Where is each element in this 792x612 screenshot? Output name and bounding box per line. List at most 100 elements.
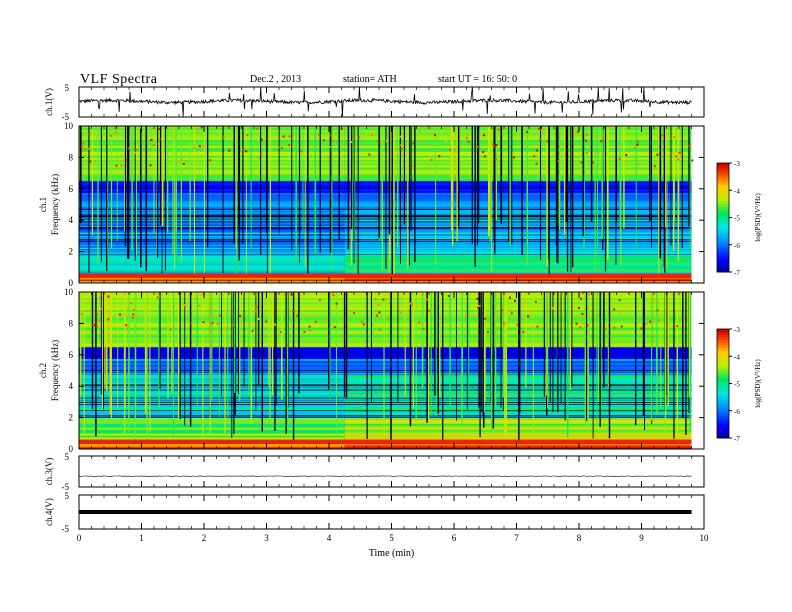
colorbar-segment <box>717 165 729 169</box>
spectrogram-speckle <box>224 327 227 330</box>
y-axis-label: ch.4(V) <box>44 498 54 526</box>
spectrogram-band <box>79 190 345 194</box>
colorbar-segment <box>717 372 729 376</box>
spectrogram-band <box>79 228 345 231</box>
spectrogram-speckle <box>516 323 519 326</box>
spectrogram-band <box>344 139 692 142</box>
colorbar-segment <box>717 339 729 344</box>
spectrogram-band <box>79 139 345 142</box>
spectrogram-speckle <box>260 138 263 141</box>
spectrogram-band <box>344 309 692 312</box>
spectrogram-speckle <box>115 164 118 167</box>
spectrogram-speckle <box>81 145 84 148</box>
spectrogram-band <box>344 343 692 346</box>
colorbar-segment <box>717 231 729 235</box>
spectrogram-band <box>344 249 692 252</box>
colorbar-segment <box>717 250 729 254</box>
spectrogram-speckle <box>329 134 332 137</box>
spectrogram-band <box>79 204 345 207</box>
spectrogram-speckle <box>483 155 486 158</box>
spectrogram-band <box>344 281 692 284</box>
spectrogram-speckle <box>477 307 480 310</box>
x-tick-label: 8 <box>577 533 582 543</box>
spectrogram-band <box>344 362 692 365</box>
spectrogram-speckle <box>625 154 628 157</box>
spectrogram-speckle <box>107 295 110 298</box>
colorbar-segment <box>717 429 729 434</box>
spectrogram-band <box>344 141 692 144</box>
spectrogram-band <box>79 411 345 414</box>
spectrogram-speckle <box>482 150 485 153</box>
spectrogram-band <box>344 165 692 168</box>
spectrogram-band <box>344 319 692 322</box>
spectrogram-speckle <box>533 144 536 147</box>
spectrogram-band <box>344 251 692 254</box>
colorbar-segment <box>717 416 729 420</box>
spectrogram-speckle <box>157 128 160 131</box>
spectrogram-speckle <box>172 127 175 130</box>
spectrogram-speckle <box>127 307 130 310</box>
spectrogram-speckle <box>90 311 93 314</box>
colorbar-segment <box>717 258 729 262</box>
spectrogram-band <box>344 210 692 213</box>
colorbar-segment <box>717 242 729 246</box>
x-tick-label: 4 <box>327 533 332 543</box>
spectrogram-band <box>79 175 345 178</box>
spectrogram-speckle <box>183 304 186 307</box>
spectrogram-band <box>344 180 692 184</box>
spectrogram-band <box>344 153 692 156</box>
spectrogram-speckle <box>190 322 193 325</box>
colorbar-segment <box>717 353 729 357</box>
spectrogram-band <box>344 374 692 377</box>
spectrogram-band <box>344 390 692 393</box>
y-tick-label: 2 <box>69 247 74 257</box>
colorbar-segment <box>717 329 729 333</box>
y-tick-label: 5 <box>65 491 70 501</box>
spectrogram-speckle <box>97 319 100 322</box>
spectrogram-band <box>344 257 692 260</box>
spectrogram-speckle <box>445 140 448 143</box>
spectrogram-band <box>79 245 345 248</box>
colorbar-segment <box>717 432 729 436</box>
spectrogram-speckle <box>484 317 487 320</box>
spectrogram-speckle <box>656 309 659 312</box>
spectrogram-speckle <box>588 293 591 296</box>
spectrogram-speckle <box>579 297 582 300</box>
spectrogram-speckle <box>522 331 525 334</box>
spectrogram-band <box>344 423 692 426</box>
spectrogram-band <box>79 216 345 219</box>
spectrogram-speckle <box>513 156 516 159</box>
spectrogram-speckle <box>129 301 132 304</box>
spectrogram-band <box>344 339 692 342</box>
colorbar-segment <box>717 402 729 406</box>
spectrogram-speckle <box>400 144 403 147</box>
spectrogram-band <box>79 230 345 233</box>
spectrogram-speckle <box>510 312 513 315</box>
colorbar-tick-label: -6 <box>734 408 740 416</box>
spectrogram-speckle <box>640 327 643 330</box>
spectrogram-speckle <box>492 143 495 146</box>
colorbar-segment <box>717 247 729 251</box>
spectrogram-speckle <box>374 298 377 301</box>
spectrogram-band <box>344 358 692 361</box>
spectrogram-speckle <box>120 164 123 167</box>
spectrogram-band <box>344 311 692 314</box>
colorbar-tick-label: -5 <box>734 381 740 389</box>
spectrogram-speckle <box>495 144 498 147</box>
spectrogram-speckle <box>201 296 204 299</box>
spectrogram-speckle <box>584 139 587 142</box>
spectrogram-speckle <box>114 131 117 134</box>
spectrogram-band <box>344 182 692 186</box>
colorbar-segment <box>717 184 729 189</box>
spectrogram-band <box>344 337 692 340</box>
colorbar-segment <box>717 176 729 180</box>
colorbar-segment <box>717 358 729 363</box>
spectrogram-band <box>79 131 345 135</box>
colorbar-segment <box>717 187 729 191</box>
spectrogram-speckle <box>169 328 172 331</box>
spectrogram-speckle <box>292 309 295 312</box>
spectrogram-band <box>344 163 692 166</box>
spectrogram-band <box>79 222 345 225</box>
y-tick-label: 10 <box>64 287 74 297</box>
spectrogram-band <box>344 384 692 387</box>
